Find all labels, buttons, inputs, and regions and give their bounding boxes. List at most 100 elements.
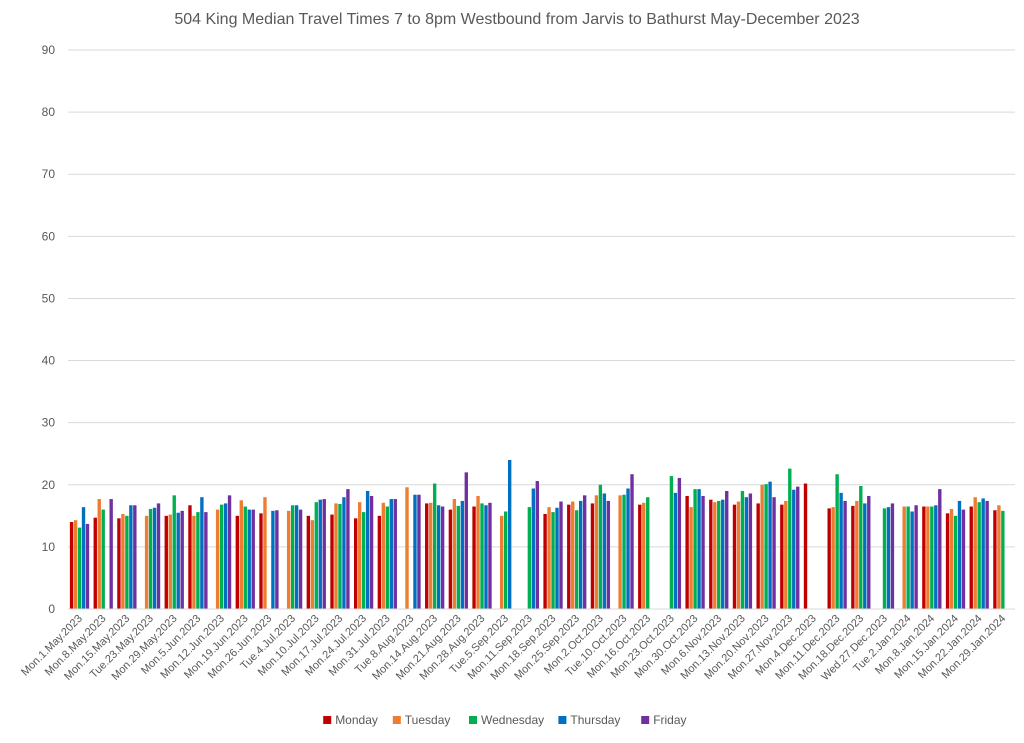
bar-thursday-2 [129,505,133,609]
bar-thursday-3 [152,507,157,609]
bar-monday-2 [117,518,121,609]
bar-wednesday-22 [598,484,603,609]
bar-thursday-18 [507,459,512,609]
bar-tuesday-32 [831,507,835,609]
bar-friday-35 [914,505,918,609]
legend-label: Wednesday [481,713,544,727]
bar-monday-5 [188,505,192,609]
bar-tuesday-14 [405,487,409,609]
bar-monday-38 [969,506,973,609]
bar-tuesday-36 [926,506,930,609]
bar-monday-4 [164,515,168,609]
bar-tuesday-7 [239,500,243,609]
bar-tuesday-38 [973,497,977,609]
bar-friday-11 [346,489,350,609]
bar-friday-5 [204,512,208,609]
bar-thursday-32 [839,492,843,609]
bar-wednesday-12 [361,512,366,609]
bar-tuesday-6 [215,509,220,609]
bar-thursday-14 [413,494,417,609]
bar-friday-15 [440,506,445,609]
bar-friday-25 [677,477,682,609]
bar-wednesday-26 [693,489,697,609]
y-tick-label: 20 [42,478,56,492]
legend-item-wednesday: Wednesday [469,713,544,727]
bar-wednesday-36 [930,506,934,609]
bar-tuesday-33 [855,500,859,609]
legend-swatch [323,716,332,724]
bar-friday-19 [535,481,540,609]
y-tick-label: 40 [42,354,56,368]
bar-friday-16 [464,472,468,609]
bar-tuesday-37 [949,509,954,609]
bar-wednesday-28 [740,490,745,609]
bar-thursday-20 [555,507,559,609]
bar-monday-1 [93,517,97,609]
bar-tuesday-39 [997,505,1001,609]
bar-wednesday-0 [77,527,82,609]
bar-friday-10 [322,499,326,609]
bar-wednesday-10 [314,502,318,609]
bar-thursday-36 [934,505,938,609]
legend: Monday Tuesday Wednesday Thursday Friday [323,713,687,727]
bar-monday-22 [590,503,595,609]
bar-friday-1 [109,499,113,609]
y-tick-label: 60 [42,229,56,243]
bars [69,459,1005,609]
bar-wednesday-11 [338,504,342,609]
bar-thursday-0 [81,507,86,609]
bar-tuesday-0 [73,520,78,609]
bar-friday-32 [843,500,847,609]
y-tick-label: 80 [42,105,56,119]
bar-monday-15 [425,503,429,609]
bar-wednesday-21 [575,510,579,609]
y-tick-label: 70 [42,167,56,181]
bar-friday-13 [393,499,397,609]
y-tick-label: 0 [48,602,55,616]
bar-wednesday-6 [219,504,224,609]
bar-tuesday-16 [452,499,457,609]
bar-thursday-38 [981,498,985,609]
y-tick-label: 50 [42,291,56,305]
bar-wednesday-35 [906,506,910,609]
legend-item-friday: Friday [641,713,687,727]
bar-monday-7 [235,515,239,609]
bar-thursday-11 [342,497,346,609]
bar-tuesday-3 [144,515,149,609]
bar-tuesday-1 [97,499,101,609]
bar-thursday-16 [460,500,465,609]
bar-monday-39 [993,510,997,609]
bar-monday-10 [306,515,311,609]
bar-wednesday-33 [859,486,863,609]
bar-monday-33 [851,505,855,609]
bar-tuesday-26 [689,507,693,609]
bar-monday-21 [567,504,571,609]
legend-item-monday: Monday [323,713,378,727]
bar-tuesday-21 [571,501,575,609]
bar-tuesday-18 [500,515,504,609]
bar-friday-17 [488,502,492,609]
bar-tuesday-4 [168,514,172,609]
bar-wednesday-30 [788,468,792,609]
bar-wednesday-19 [527,507,532,609]
bar-tuesday-22 [594,495,599,609]
bar-thursday-5 [200,497,204,609]
bar-thursday-21 [579,500,583,609]
bar-tuesday-9 [286,510,291,609]
legend-label: Thursday [570,713,620,727]
bar-thursday-10 [318,499,322,609]
bar-friday-29 [772,497,776,609]
bar-wednesday-20 [551,512,555,609]
bar-tuesday-8 [263,497,267,609]
bar-tuesday-15 [429,502,433,609]
bar-wednesday-7 [243,506,247,609]
bar-wednesday-5 [196,512,200,609]
bar-tuesday-13 [381,502,386,609]
bar-tuesday-2 [121,513,125,609]
y-tick-label: 90 [42,43,56,57]
bar-thursday-4 [176,512,180,609]
bar-thursday-28 [744,497,749,609]
bar-wednesday-25 [669,476,674,609]
